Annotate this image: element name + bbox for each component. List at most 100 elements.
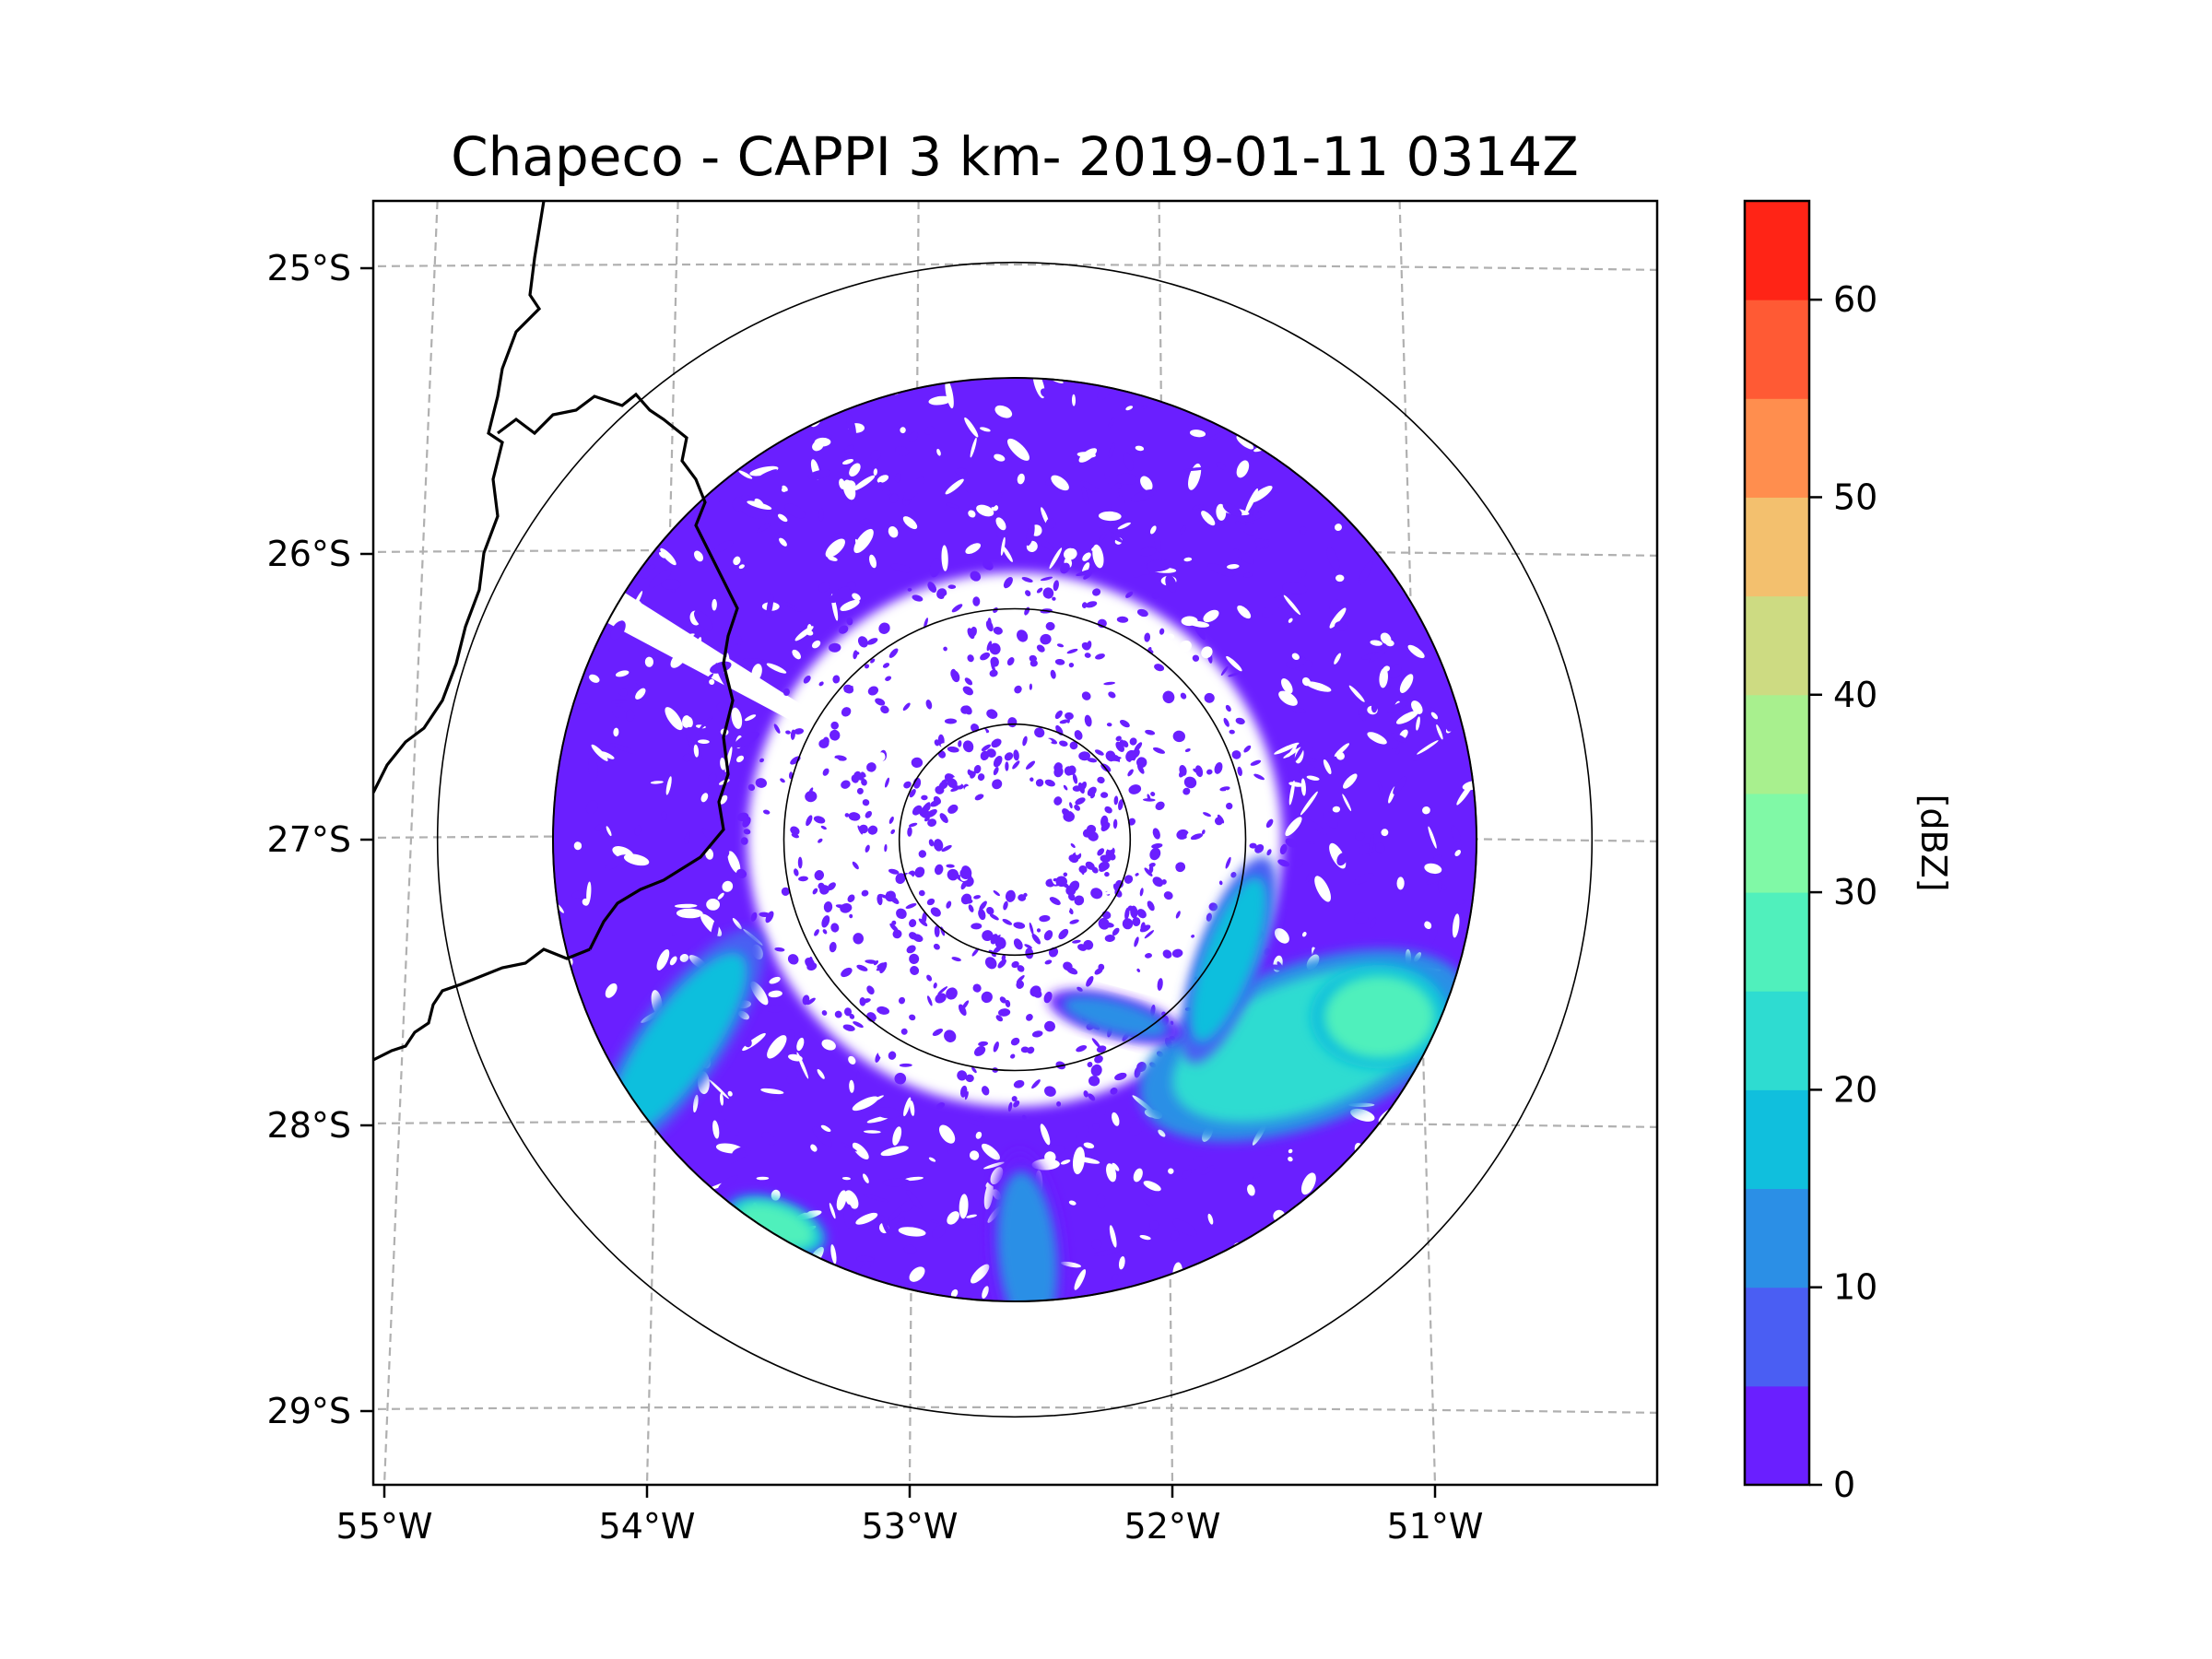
- echo-speckle: [1200, 1165, 1216, 1175]
- echo-speckle: [992, 779, 1003, 790]
- echo-speckle: [801, 804, 809, 816]
- echo-speckle: [661, 811, 667, 821]
- echo-speckle: [1130, 488, 1157, 502]
- echo-speckle: [906, 874, 914, 881]
- echo-speckle: [1231, 750, 1241, 759]
- echo-speckle: [1182, 466, 1211, 472]
- echo-speckle: [1126, 1103, 1140, 1118]
- echo-speckle: [1252, 494, 1261, 524]
- echo-speckle: [1075, 797, 1086, 806]
- echo-speckle: [1011, 960, 1019, 969]
- echo-speckle: [1068, 908, 1074, 915]
- echo-speckle: [950, 668, 957, 678]
- echo-speckle: [1136, 1061, 1147, 1073]
- echo-speckle: [787, 954, 799, 965]
- echo-speckle: [1103, 889, 1114, 895]
- echo-speckle: [1040, 633, 1052, 645]
- echo-speckle: [1381, 829, 1389, 837]
- echo-speckle: [898, 1227, 926, 1237]
- colorbar-level: [1745, 595, 1809, 696]
- echo-speckle: [1043, 766, 1053, 776]
- echo-speckle: [908, 431, 919, 442]
- echo-speckle: [907, 827, 912, 837]
- echo-speckle: [1203, 812, 1211, 818]
- echo-speckle: [1206, 563, 1235, 577]
- echo-speckle: [1206, 769, 1213, 775]
- echo-speckle: [886, 891, 890, 900]
- gridline-lat: [373, 263, 1657, 271]
- echo-speckle: [1100, 822, 1111, 832]
- echo-speckle: [989, 642, 1001, 655]
- colorbar-tick-label: 10: [1833, 1267, 1877, 1308]
- echo-speckle: [1152, 828, 1160, 840]
- echo-speckle: [840, 599, 860, 611]
- echo-speckle: [820, 825, 827, 830]
- echo-speckle: [1298, 766, 1307, 774]
- echo-speckle: [1149, 525, 1157, 535]
- echo-speckle: [1022, 735, 1028, 747]
- echo-speckle: [947, 778, 958, 789]
- echo-speckle: [1151, 842, 1163, 849]
- echo-speckle: [1030, 905, 1039, 912]
- echo-speckle: [1244, 488, 1259, 514]
- echo-speckle: [1056, 978, 1068, 991]
- echo-speckle: [1285, 817, 1302, 837]
- range-ring: [898, 723, 1132, 957]
- echo-speckle: [1129, 737, 1137, 746]
- echo-speckle: [712, 598, 717, 611]
- echo-speckle: [1182, 787, 1191, 795]
- echo-speckle: [1190, 833, 1204, 841]
- echo-speckle: [936, 961, 947, 971]
- echo-speckle: [1111, 496, 1125, 512]
- echo-speckle: [972, 983, 982, 993]
- echo-speckle: [893, 382, 900, 389]
- echo-speckle: [762, 809, 771, 815]
- echo-speckle: [1045, 621, 1055, 631]
- echo-speckle: [1058, 928, 1069, 940]
- echo-speckle: [918, 889, 925, 897]
- echo-speckle: [769, 976, 781, 984]
- echo-speckle: [784, 503, 806, 519]
- echo-speckle: [950, 1288, 959, 1298]
- echo-speckle: [844, 444, 854, 453]
- echo-speckle: [903, 1244, 917, 1254]
- echo-speckle: [1108, 691, 1116, 699]
- echo-speckle: [1236, 435, 1254, 450]
- echo-speckle: [935, 993, 947, 1004]
- echo-speckle: [1154, 533, 1161, 553]
- echo-speckle: [962, 740, 974, 753]
- echo-speckle: [951, 604, 963, 613]
- echo-speckle: [1112, 927, 1120, 936]
- echo-speckle: [1145, 729, 1156, 735]
- echo-speckle: [852, 861, 859, 870]
- echo-speckle: [1265, 818, 1274, 829]
- echo-speckle: [1192, 504, 1204, 510]
- echo-speckle: [721, 851, 730, 861]
- echo-speckle: [814, 407, 829, 417]
- echo-speckle: [875, 698, 886, 706]
- echo-speckle: [1294, 859, 1303, 868]
- echo-speckle: [812, 888, 818, 895]
- echo-speckle: [1060, 1261, 1082, 1268]
- echo-speckle: [983, 1161, 1005, 1170]
- colorbar-label: [dBZ]: [1913, 794, 1954, 892]
- echo-speckle: [912, 934, 924, 943]
- echo-speckle: [930, 799, 941, 807]
- echo-speckle: [846, 617, 853, 626]
- echo-speckle: [1066, 648, 1078, 654]
- echo-speckle: [780, 778, 785, 783]
- echo-speckle: [803, 675, 811, 684]
- echo-speckle: [822, 929, 828, 935]
- echo-speckle: [845, 480, 856, 492]
- echo-speckle: [906, 945, 916, 954]
- echo-speckle: [1250, 759, 1262, 766]
- echo-speckle: [756, 523, 771, 533]
- echo-speckle: [1157, 978, 1163, 991]
- echo-speckle: [1422, 806, 1430, 815]
- echo-speckle: [958, 1004, 967, 1017]
- echo-speckle: [829, 729, 841, 741]
- echo-speckle: [1225, 704, 1231, 712]
- echo-speckle: [888, 525, 899, 538]
- echo-speckle: [625, 709, 635, 722]
- echo-speckle: [1098, 531, 1108, 543]
